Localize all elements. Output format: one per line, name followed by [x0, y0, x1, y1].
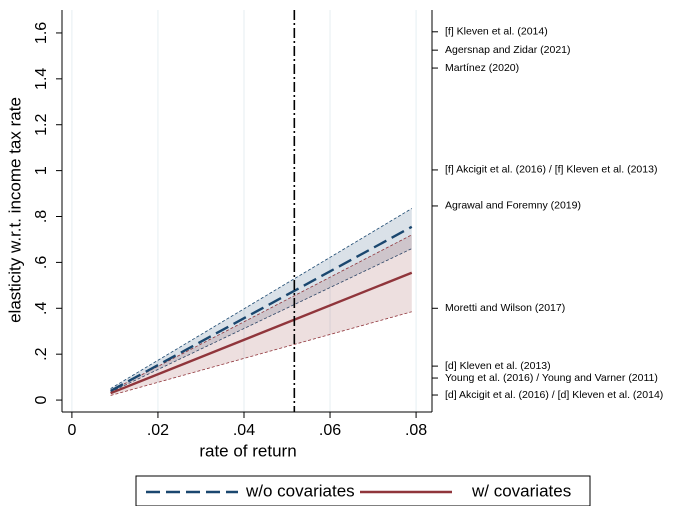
y-axis-title: elasticity w.r.t. income tax rate	[5, 97, 24, 323]
ci-bound	[110, 208, 412, 389]
y-tick-label: .8	[33, 210, 50, 223]
right-label: [f] Kleven et al. (2014)	[445, 26, 548, 38]
series-line	[110, 271, 413, 395]
confidence-band	[110, 234, 412, 396]
ci-bound	[110, 234, 412, 392]
series-line	[110, 225, 413, 392]
ci-bound	[110, 248, 412, 393]
x-tick-label: .02	[147, 422, 169, 439]
x-axis-title: rate of return	[199, 441, 296, 460]
right-label: [d] Kleven et al. (2013)	[445, 360, 551, 372]
legend-label: w/ covariates	[471, 481, 571, 500]
y-tick-label: 1.6	[33, 22, 50, 44]
legend-label: w/o covariates	[245, 481, 355, 500]
y-tick-label: .2	[33, 347, 50, 360]
y-tick-label: 0	[33, 396, 50, 405]
x-tick-label: .08	[405, 422, 427, 439]
x-tick-label: .04	[233, 422, 255, 439]
x-tick-label: 0	[67, 422, 76, 439]
y-tick-label: .4	[33, 302, 50, 315]
y-tick-label: 1	[33, 166, 50, 175]
right-label: Agersnap and Zidar (2021)	[445, 44, 571, 56]
ci-bound	[110, 311, 412, 396]
right-label: Young et al. (2016) / Young and Varner (…	[445, 372, 658, 384]
y-tick-label: .6	[33, 256, 50, 269]
right-label: [f] Akcigit et al. (2016) / [f] Kleven e…	[445, 164, 657, 176]
y-tick-label: 1.4	[33, 68, 50, 90]
right-label: [d] Akcigit et al. (2016) / [d] Kleven e…	[445, 389, 663, 401]
x-tick-label: .06	[319, 422, 341, 439]
confidence-band	[110, 208, 412, 393]
y-tick-label: 1.2	[33, 114, 50, 136]
right-label: Agrawal and Foremny (2019)	[445, 200, 581, 212]
right-label: Moretti and Wilson (2017)	[445, 302, 565, 314]
right-label: Martínez (2020)	[445, 62, 519, 74]
